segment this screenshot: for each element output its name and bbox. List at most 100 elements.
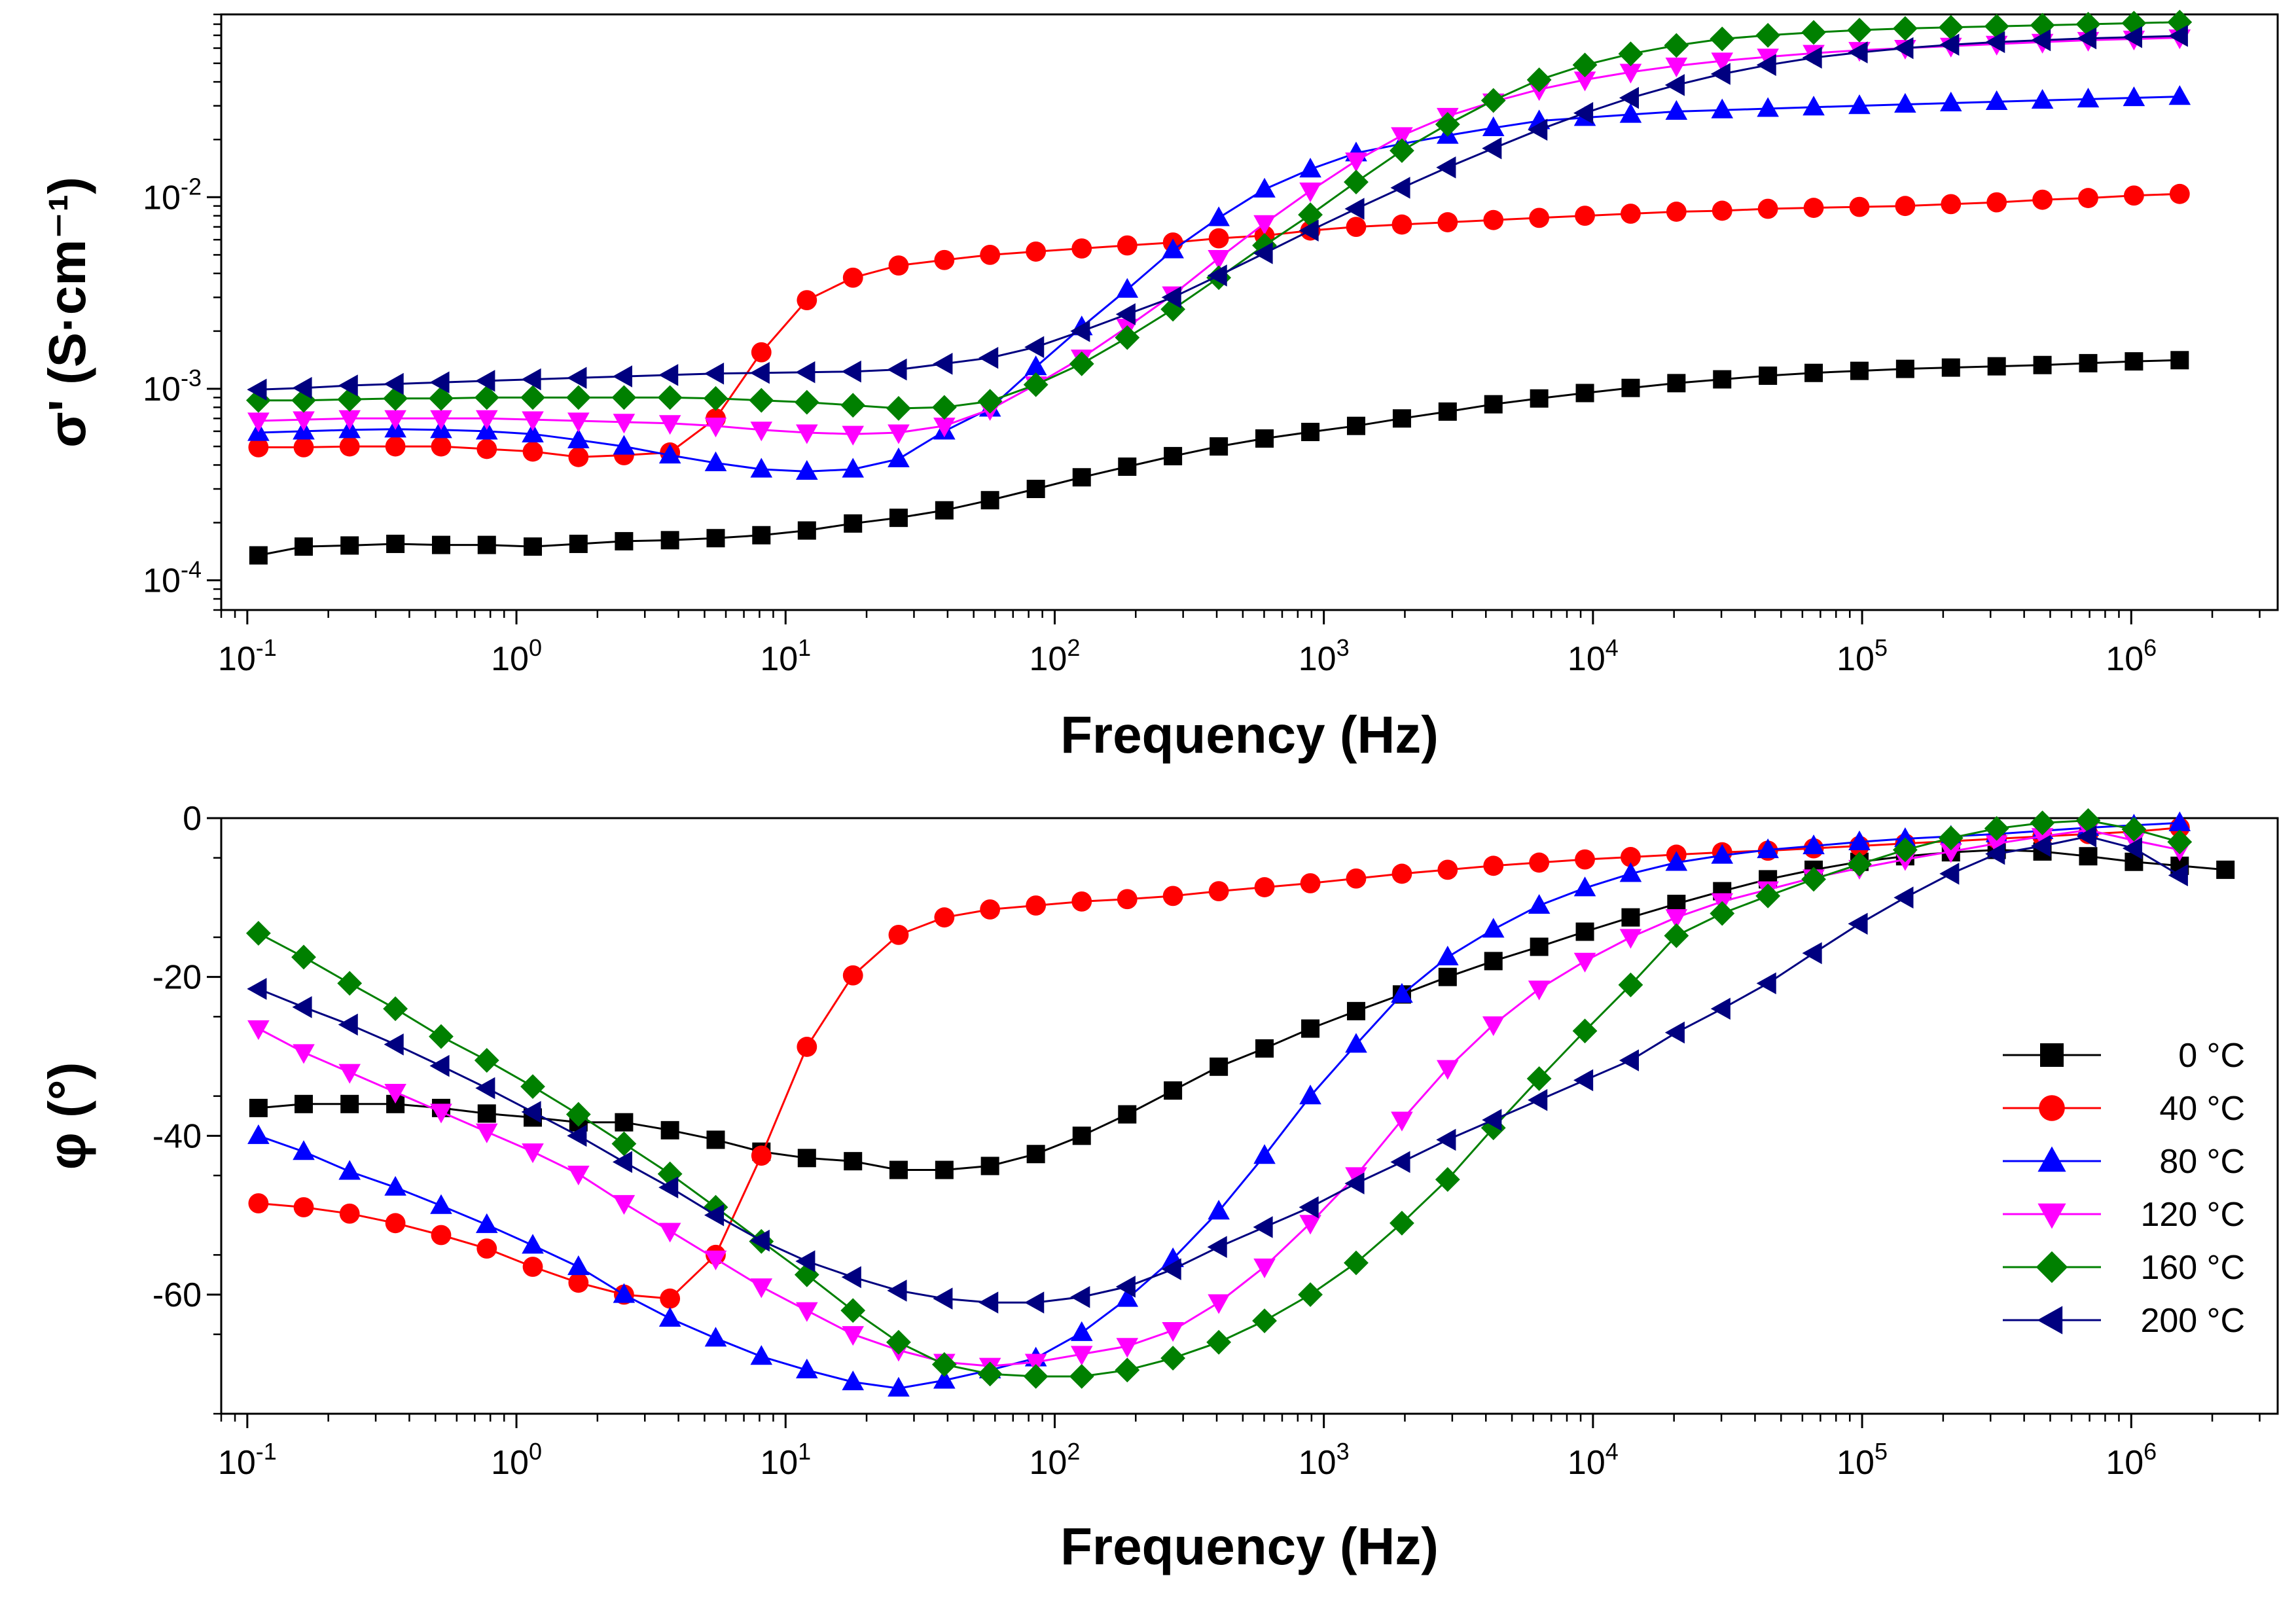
data-point <box>338 1160 361 1180</box>
data-point <box>475 1213 498 1233</box>
data-point <box>1802 46 1822 69</box>
x-tick-label: 104 <box>1568 634 1619 678</box>
data-point <box>1024 1291 1045 1314</box>
data-point <box>245 387 271 413</box>
data-point <box>751 1145 772 1166</box>
data-point <box>978 346 999 369</box>
data-point <box>1024 336 1045 359</box>
data-point <box>704 451 727 471</box>
data-point <box>1710 63 1731 85</box>
data-point <box>1437 212 1458 232</box>
data-point <box>613 414 636 434</box>
data-point <box>2168 85 2191 105</box>
data-point <box>1667 374 1686 393</box>
data-point <box>1024 1354 1047 1374</box>
data-point <box>568 446 589 467</box>
data-point <box>1986 192 2007 213</box>
data-point <box>1391 214 1412 235</box>
data-point <box>658 1176 679 1198</box>
data-point <box>1164 1081 1183 1100</box>
data-point <box>703 386 728 411</box>
data-point <box>1253 242 1273 264</box>
data-point <box>2122 26 2142 48</box>
data-point <box>1208 1294 1230 1314</box>
data-point <box>842 458 865 478</box>
data-point <box>2125 352 2144 371</box>
data-point <box>1024 355 1047 376</box>
data-point <box>1711 844 1734 864</box>
x-axis-title: Frequency (Hz) <box>1060 1517 1439 1575</box>
data-point <box>1436 156 1456 179</box>
data-point <box>474 1048 499 1073</box>
data-point <box>613 435 636 455</box>
data-point <box>1938 825 1964 851</box>
data-point <box>1712 200 1732 221</box>
data-point <box>565 385 591 410</box>
data-point <box>980 491 999 510</box>
data-point <box>887 1280 907 1302</box>
data-point <box>1757 198 1778 219</box>
data-point <box>429 1024 454 1049</box>
data-point <box>1941 194 1962 215</box>
data-point <box>613 1194 636 1215</box>
data-point <box>386 534 405 553</box>
data-point <box>1071 891 1092 912</box>
data-point <box>477 1104 496 1123</box>
data-point <box>474 385 499 410</box>
data-point <box>1023 372 1049 397</box>
data-point <box>291 944 316 970</box>
data-point <box>935 1160 954 1179</box>
data-point <box>1346 868 1367 889</box>
data-point <box>1160 296 1186 322</box>
data-point <box>2031 29 2051 52</box>
data-point <box>477 535 496 554</box>
data-point <box>1985 31 2005 54</box>
data-point <box>842 267 863 288</box>
data-point <box>797 1037 817 1057</box>
data-point <box>611 385 637 410</box>
data-point <box>888 424 910 444</box>
legend-marker <box>2040 1043 2064 1067</box>
data-point <box>430 1194 452 1214</box>
data-point <box>1391 982 1413 1003</box>
data-point <box>1026 1145 1045 1164</box>
data-point <box>384 372 404 395</box>
data-point <box>1344 198 1365 220</box>
data-point <box>1391 1111 1413 1132</box>
data-point <box>1528 893 1551 914</box>
x-tick-label: 105 <box>1837 634 1888 678</box>
data-point <box>1390 177 1410 199</box>
data-point <box>1893 37 1914 60</box>
data-point <box>475 370 495 392</box>
data-point <box>660 1121 679 1139</box>
data-point <box>752 526 771 545</box>
legend-label: 40 °C <box>2159 1090 2245 1128</box>
data-point <box>888 1376 910 1397</box>
data-point <box>797 521 816 540</box>
data-point <box>1072 1126 1091 1145</box>
data-point <box>1941 358 1960 377</box>
data-point <box>1526 67 1552 92</box>
data-point <box>2031 88 2054 109</box>
data-point <box>796 459 818 480</box>
data-point <box>1301 1019 1320 1038</box>
data-point <box>706 529 725 548</box>
data-point <box>2030 810 2055 836</box>
data-point <box>429 371 450 393</box>
data-point <box>1437 945 1459 965</box>
y-tick-label: 10-4 <box>143 556 202 600</box>
data-point <box>522 422 544 442</box>
data-point <box>1255 1039 1274 1058</box>
data-point <box>384 1175 406 1196</box>
data-point <box>1164 446 1183 465</box>
data-point <box>1026 480 1045 499</box>
data-point <box>1985 835 2008 855</box>
x-tick-label: 103 <box>1299 634 1350 678</box>
data-point <box>1484 952 1503 971</box>
data-point <box>247 1124 270 1144</box>
legend-marker <box>2037 1306 2063 1335</box>
data-point <box>1756 54 1776 77</box>
data-point <box>1210 437 1229 456</box>
data-point <box>1482 918 1505 938</box>
data-point <box>980 899 1001 920</box>
